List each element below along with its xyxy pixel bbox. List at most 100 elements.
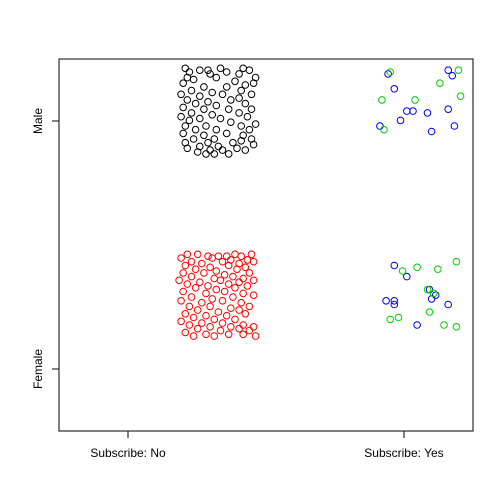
data-point: [427, 127, 436, 136]
data-point: [243, 282, 252, 290]
data-point: [227, 304, 235, 313]
data-point: [403, 107, 411, 115]
data-point: [183, 144, 192, 153]
data-point: [456, 92, 465, 100]
data-point: [237, 252, 245, 261]
data-point: [243, 256, 252, 264]
data-point: [218, 146, 227, 154]
data-point: [212, 285, 221, 294]
data-point: [224, 330, 233, 339]
data-point: [235, 278, 243, 287]
data-point: [224, 280, 233, 288]
data-point: [189, 332, 198, 340]
data-point: [386, 68, 395, 76]
data-point: [185, 321, 194, 329]
plot-frame: [58, 58, 474, 432]
data-point: [179, 79, 187, 87]
data-point: [189, 135, 198, 143]
data-point: [185, 302, 194, 311]
data-point: [247, 90, 256, 99]
data-point: [229, 293, 237, 301]
data-point: [212, 125, 221, 134]
data-point: [227, 118, 235, 126]
data-point: [214, 142, 223, 151]
data-point: [378, 96, 386, 104]
data-point: [423, 109, 432, 117]
data-point: [390, 300, 399, 309]
data-point: [231, 315, 239, 324]
data-point: [390, 85, 399, 93]
data-point: [191, 265, 200, 274]
data-point: [175, 276, 183, 285]
data-point: [193, 324, 202, 333]
data-point: [191, 284, 200, 292]
data-point: [187, 272, 196, 281]
data-point: [202, 122, 210, 130]
data-point: [241, 99, 250, 108]
data-point: [386, 315, 395, 324]
data-point: [196, 92, 204, 100]
x-tick-label-yes: Subscribe: Yes: [364, 446, 443, 460]
data-point: [380, 125, 388, 134]
data-point: [235, 109, 243, 117]
data-point: [196, 66, 204, 74]
data-point: [247, 250, 256, 259]
data-point: [200, 105, 208, 113]
data-point: [196, 278, 204, 287]
data-point: [181, 310, 190, 318]
data-point: [409, 107, 417, 115]
data-point: [235, 94, 243, 102]
data-point: [245, 302, 254, 311]
data-point: [235, 306, 243, 314]
data-point: [179, 129, 187, 138]
data-point: [204, 252, 212, 261]
data-point: [177, 297, 185, 305]
data-point: [204, 98, 212, 106]
data-point: [202, 311, 210, 320]
data-point: [216, 114, 225, 123]
data-point: [187, 293, 196, 301]
data-point: [200, 131, 208, 140]
data-point: [249, 79, 258, 87]
data-point: [239, 330, 247, 339]
data-point: [436, 79, 444, 87]
y-tick-label-male: Male: [31, 108, 45, 134]
data-point: [208, 295, 216, 303]
data-point: [237, 122, 245, 130]
data-point: [241, 310, 250, 318]
data-point: [249, 291, 258, 300]
data-point: [220, 287, 229, 296]
data-point: [187, 86, 196, 95]
data-point: [208, 88, 216, 97]
data-point: [210, 135, 219, 143]
data-point: [390, 261, 399, 270]
data-point: [229, 138, 237, 147]
data-point: [210, 315, 219, 324]
data-point: [231, 77, 239, 86]
data-point: [233, 144, 241, 153]
points-layer: [175, 64, 465, 340]
data-point: [202, 289, 210, 298]
data-point: [193, 148, 202, 156]
data-point: [452, 323, 461, 331]
data-point: [216, 276, 225, 285]
data-point: [448, 71, 457, 80]
data-point: [444, 300, 453, 309]
data-point: [206, 263, 214, 272]
data-point: [440, 321, 448, 329]
data-point: [227, 323, 235, 331]
data-point: [204, 66, 212, 74]
data-point: [220, 271, 229, 279]
data-point: [413, 321, 421, 329]
data-point: [247, 105, 256, 113]
data-point: [403, 272, 411, 281]
data-point: [218, 297, 227, 305]
x-tick-label-no: Subscribe: No: [90, 446, 166, 460]
data-point: [227, 96, 235, 104]
data-point: [206, 302, 214, 311]
data-point: [216, 64, 225, 73]
data-point: [210, 150, 219, 158]
data-point: [429, 289, 438, 298]
data-point: [193, 306, 202, 314]
data-point: [245, 66, 254, 74]
